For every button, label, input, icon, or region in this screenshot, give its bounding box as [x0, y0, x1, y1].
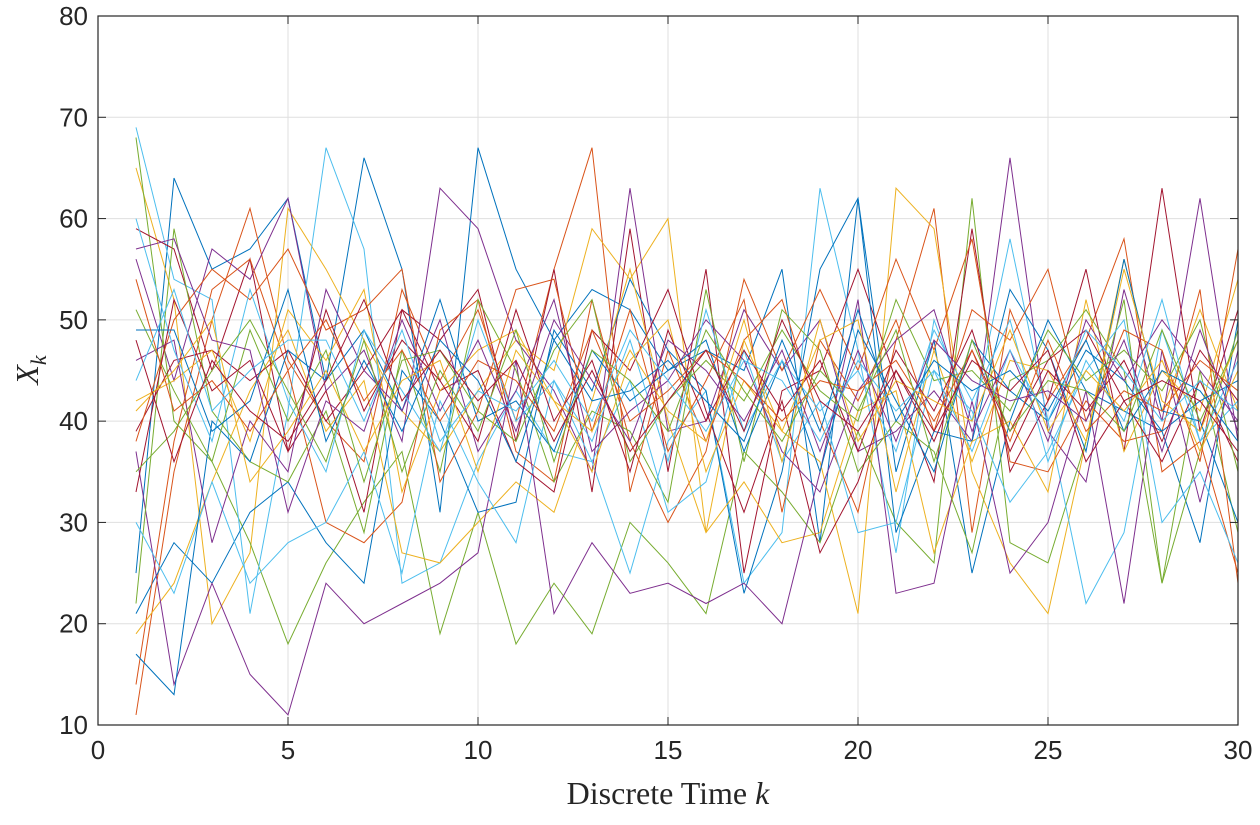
- x-tick-label: 0: [91, 735, 105, 765]
- x-tick-label: 20: [844, 735, 873, 765]
- y-tick-label: 80: [59, 1, 88, 31]
- axis-ticks: [97, 15, 1239, 726]
- series-line-11: [135, 299, 1239, 716]
- x-axis-title-text: Discrete Time: [567, 775, 755, 811]
- x-tick-labels: 0 5 10 15 20 25 30: [91, 735, 1253, 765]
- y-tick-label: 40: [59, 406, 88, 436]
- series-line-25: [135, 238, 1239, 515]
- series-line-23: [135, 279, 1239, 443]
- series-line-27: [135, 288, 1239, 453]
- x-tick-label: 15: [654, 735, 683, 765]
- x-tick-label: 30: [1224, 735, 1253, 765]
- y-tick-label: 50: [59, 305, 88, 335]
- y-axis-title-subscript: k: [26, 354, 51, 365]
- x-tick-label: 5: [281, 735, 295, 765]
- series-line-5: [135, 137, 1239, 646]
- y-tick-label: 10: [59, 710, 88, 740]
- series-line-24: [135, 318, 1239, 484]
- y-axis-title-symbol: X: [9, 364, 45, 387]
- x-axis-title-symbol: k: [755, 775, 770, 811]
- x-axis-title: Discrete Time k: [567, 775, 770, 811]
- y-tick-label: 60: [59, 204, 88, 234]
- y-tick-label: 70: [59, 102, 88, 132]
- series-line-28: [135, 298, 1239, 464]
- series-lines: [135, 127, 1239, 716]
- series-line-26: [135, 318, 1239, 474]
- y-tick-labels: 10 20 30 40 50 60 70 80: [59, 1, 88, 740]
- series-line-13: [135, 318, 1239, 595]
- y-axis-title: Xk: [9, 354, 51, 387]
- y-tick-label: 20: [59, 609, 88, 639]
- x-tick-label: 10: [464, 735, 493, 765]
- series-line-16: [135, 248, 1239, 513]
- series-line-1: [135, 147, 1239, 574]
- series-line-20: [135, 218, 1239, 474]
- y-tick-label: 30: [59, 507, 88, 537]
- x-tick-label: 25: [1034, 735, 1063, 765]
